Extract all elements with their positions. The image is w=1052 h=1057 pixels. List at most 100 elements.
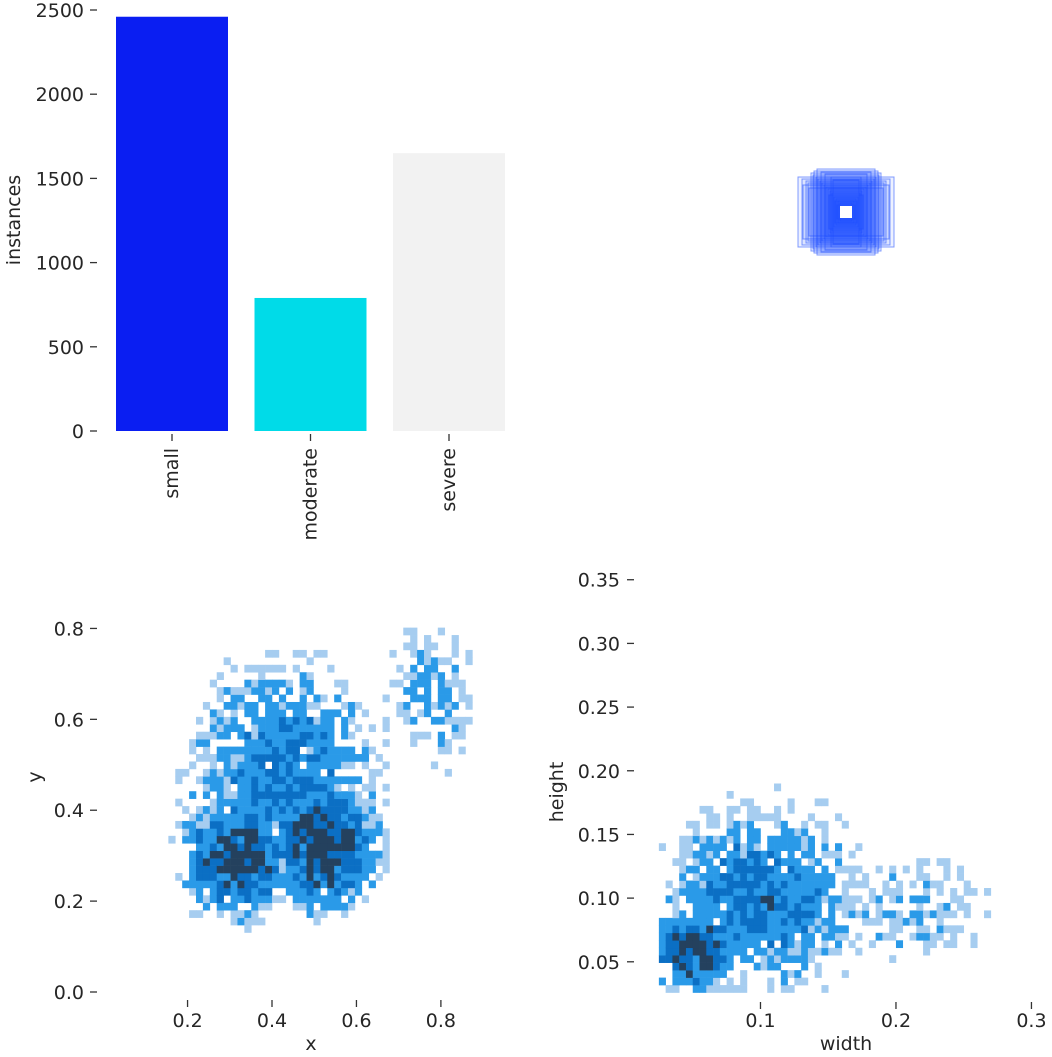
xy-bin bbox=[209, 880, 218, 889]
xy-bin bbox=[348, 746, 356, 755]
wh-bin bbox=[774, 888, 782, 896]
xy-bin bbox=[237, 880, 245, 889]
xy-bin bbox=[278, 768, 287, 777]
xy-bin bbox=[278, 679, 287, 688]
xy-bin bbox=[196, 850, 204, 859]
xy-bin bbox=[341, 843, 349, 852]
xy-bin bbox=[396, 664, 404, 673]
xy-bin bbox=[348, 791, 356, 799]
xy-bin bbox=[299, 835, 307, 844]
wh-bin bbox=[916, 858, 924, 866]
xy-bin bbox=[258, 791, 266, 799]
xy-bin bbox=[444, 716, 452, 725]
xy-bin bbox=[361, 783, 370, 792]
wh-bin bbox=[679, 910, 687, 919]
xy-bin bbox=[382, 858, 390, 866]
xy-bin bbox=[361, 813, 370, 822]
wh-bin bbox=[658, 925, 666, 934]
wh-bin bbox=[787, 805, 795, 814]
xy-bin bbox=[196, 865, 204, 874]
wh-bin bbox=[828, 880, 836, 889]
xy-bin bbox=[285, 887, 294, 896]
wh-bin bbox=[916, 895, 924, 904]
wh-bin bbox=[801, 917, 809, 926]
xy-bin bbox=[327, 887, 335, 896]
xy-bin bbox=[306, 791, 314, 799]
xy-bin bbox=[437, 687, 446, 695]
wh-bin bbox=[956, 895, 965, 904]
xy-bin bbox=[458, 746, 466, 755]
xy-bin bbox=[285, 731, 294, 740]
xy-bin bbox=[265, 679, 273, 688]
wh-bin bbox=[923, 858, 931, 866]
xy-bin bbox=[189, 761, 197, 770]
xy-bin bbox=[348, 865, 356, 874]
wh-bin bbox=[774, 835, 782, 844]
wh-bin bbox=[835, 940, 843, 949]
wh-bin bbox=[794, 910, 802, 919]
xy-bin bbox=[209, 820, 218, 829]
wh-bin bbox=[956, 925, 965, 934]
wh-bin bbox=[692, 947, 700, 956]
xy-bin bbox=[341, 687, 349, 695]
xy-bin bbox=[313, 828, 321, 837]
wh-bin bbox=[787, 798, 795, 807]
wh-bin bbox=[868, 895, 876, 904]
wh-bin bbox=[726, 910, 734, 919]
xy-bin bbox=[437, 746, 446, 755]
xy-bin bbox=[320, 828, 328, 837]
xy-bin bbox=[258, 776, 266, 785]
wh-bin bbox=[672, 970, 680, 978]
wh-bin bbox=[814, 910, 822, 919]
xy-bin bbox=[320, 754, 328, 762]
xy-bin bbox=[244, 820, 252, 829]
xy-bin bbox=[341, 902, 349, 911]
xy-y-tick-label: 0.6 bbox=[54, 709, 84, 731]
wh-bin bbox=[746, 955, 755, 963]
xy-bin bbox=[258, 865, 266, 874]
wh-bin bbox=[760, 962, 768, 971]
xy-bin bbox=[306, 783, 314, 792]
xy-bin bbox=[410, 635, 418, 643]
wh-bin bbox=[746, 798, 755, 807]
xy-bin bbox=[334, 850, 342, 859]
xy-bin bbox=[424, 635, 432, 643]
xy-bin bbox=[313, 649, 321, 658]
wh-bin bbox=[963, 902, 971, 911]
wh-bin bbox=[713, 962, 721, 971]
wh-bin bbox=[692, 985, 700, 993]
xy-bin bbox=[299, 791, 307, 799]
xy-bin bbox=[216, 880, 224, 889]
xy-bin bbox=[244, 664, 252, 673]
xy-bin bbox=[175, 820, 183, 829]
wh-bin bbox=[889, 910, 897, 919]
wh-bin bbox=[807, 858, 815, 866]
xy-bin bbox=[216, 768, 224, 777]
xy-bin bbox=[424, 694, 432, 703]
xy-bin bbox=[209, 783, 218, 792]
xy-bin bbox=[244, 806, 252, 814]
xy-bin bbox=[306, 657, 314, 666]
wh-bin bbox=[807, 955, 815, 963]
wh-bin bbox=[699, 843, 707, 851]
wh-bin bbox=[719, 835, 727, 844]
wh-bin bbox=[889, 932, 897, 941]
wh-bin bbox=[658, 947, 666, 956]
wh-bin bbox=[713, 873, 721, 881]
xy-bin bbox=[299, 843, 307, 852]
xy-bin bbox=[223, 850, 231, 859]
wh-bin bbox=[699, 940, 707, 949]
xy-bin bbox=[292, 813, 300, 822]
xy-bin bbox=[368, 865, 376, 874]
xy-bin bbox=[444, 694, 452, 703]
wh-bin bbox=[970, 888, 978, 896]
xy-bin bbox=[272, 761, 280, 770]
wh-bin bbox=[719, 843, 727, 851]
xy-bin bbox=[299, 687, 307, 695]
xy-bin bbox=[292, 895, 300, 904]
xy-bin bbox=[265, 887, 273, 896]
xy-bin bbox=[299, 895, 307, 904]
wh-bin bbox=[814, 873, 822, 881]
wh-bin bbox=[692, 925, 700, 934]
wh-bin bbox=[753, 962, 761, 971]
